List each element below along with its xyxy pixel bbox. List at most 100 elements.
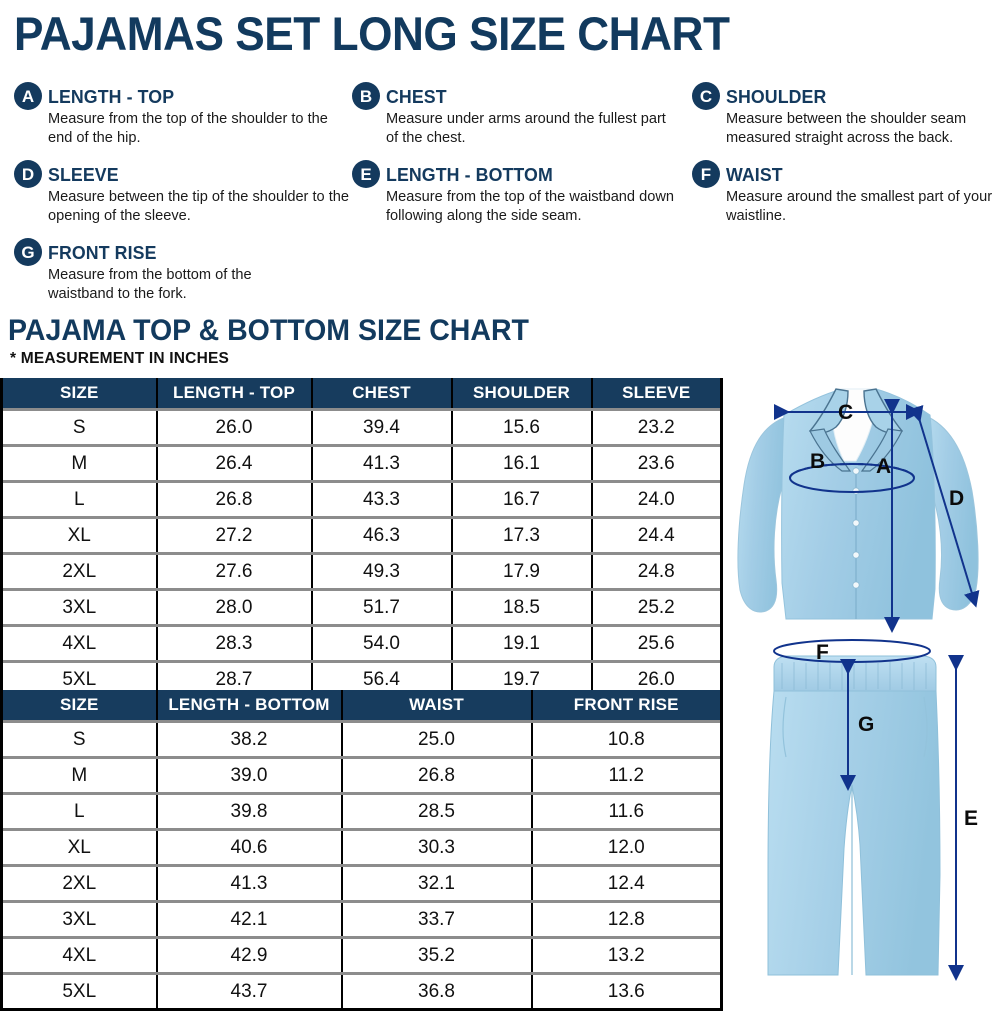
legend-desc-c: Measure between the shoulder seam measur… (726, 111, 967, 147)
cell-size: L (0, 480, 158, 518)
cell-value: 12.0 (530, 828, 723, 866)
cell-value: 54.0 (310, 624, 453, 662)
cell-value: 38.2 (155, 720, 343, 758)
legend-title-f: WAIST (726, 164, 783, 185)
cell-value: 17.3 (450, 516, 593, 554)
cell-value: 13.6 (530, 972, 723, 1011)
column-header-waist: WAIST (340, 690, 533, 722)
table-body: S 26.0 39.4 15.6 23.2 M 26.4 41.3 16.1 23.6 L 26.8 4… (0, 408, 723, 699)
bottom-measurement-arrows (773, 639, 964, 981)
cell-value: 41.3 (310, 444, 453, 482)
table-row: 3XL 42.1 33.7 12.8 (0, 900, 723, 938)
badge-g-icon: G (14, 238, 42, 266)
cell-value: 33.7 (340, 900, 533, 938)
cell-value: 32.1 (340, 864, 533, 902)
cell-size: 5XL (0, 972, 158, 1011)
cell-size: 4XL (0, 936, 158, 974)
table-row: L 39.8 28.5 11.6 (0, 792, 723, 830)
cell-value: 10.8 (530, 720, 723, 758)
cell-value: 36.8 (340, 972, 533, 1011)
legend-desc-f: Measure around the smallest part of your… (726, 189, 993, 225)
cell-value: 42.9 (155, 936, 343, 974)
cell-value: 35.2 (340, 936, 533, 974)
badge-c-icon: C (692, 82, 720, 110)
column-header-length-bottom: LENGTH - BOTTOM (155, 690, 343, 722)
legend-title-g: FRONT RISE (48, 242, 157, 263)
cell-size: XL (0, 516, 158, 554)
cell-value: 11.2 (530, 756, 723, 794)
marker-e-label: E (964, 807, 978, 830)
table-row: 2XL 41.3 32.1 12.4 (0, 864, 723, 902)
column-header-length-top: LENGTH - TOP (155, 378, 313, 410)
table-row: 2XL 27.6 49.3 17.9 24.8 (0, 552, 723, 590)
badge-a-icon: A (14, 82, 42, 110)
cell-value: 40.6 (155, 828, 343, 866)
cell-value: 24.0 (590, 480, 723, 518)
table-row: 4XL 42.9 35.2 13.2 (0, 936, 723, 974)
legend-desc-e: Measure from the top of the waistband do… (386, 189, 674, 225)
cell-size: 3XL (0, 588, 158, 626)
cell-value: 43.7 (155, 972, 343, 1011)
measurement-legend: A LENGTH - TOP Measure from the top of t… (0, 78, 1000, 308)
cell-value: 26.8 (340, 756, 533, 794)
cell-value: 28.5 (340, 792, 533, 830)
table-body: S 38.2 25.0 10.8 M 39.0 26.8 11.2 L 39.8 28.5 11.6 X… (0, 720, 723, 1011)
cell-value: 19.1 (450, 624, 593, 662)
cell-value: 25.6 (590, 624, 723, 662)
cell-size: M (0, 756, 158, 794)
cell-size: XL (0, 828, 158, 866)
legend-title-d: SLEEVE (48, 164, 119, 185)
section-title: PAJAMA TOP & BOTTOM SIZE CHART (8, 314, 529, 347)
cell-value: 46.3 (310, 516, 453, 554)
cell-value: 16.1 (450, 444, 593, 482)
pajama-bottom-size-table: SIZE LENGTH - BOTTOM WAIST FRONT RISE S 38.2… (0, 690, 723, 1011)
cell-value: 51.7 (310, 588, 453, 626)
top-measurement-arrows (774, 399, 980, 633)
cell-value: 43.3 (310, 480, 453, 518)
table-row: 3XL 28.0 51.7 18.5 25.2 (0, 588, 723, 626)
table-header-row: SIZE LENGTH - TOP CHEST SHOULDER SLEEVE (0, 378, 723, 410)
cell-value: 42.1 (155, 900, 343, 938)
cell-size: 4XL (0, 624, 158, 662)
cell-value: 18.5 (450, 588, 593, 626)
table-row: 4XL 28.3 54.0 19.1 25.6 (0, 624, 723, 662)
legend-desc-a: Measure from the top of the shoulder to … (48, 111, 328, 147)
cell-value: 23.6 (590, 444, 723, 482)
cell-value: 24.4 (590, 516, 723, 554)
legend-desc-d: Measure between the tip of the shoulder … (48, 189, 349, 225)
cell-value: 26.8 (155, 480, 313, 518)
badge-d-icon: D (14, 160, 42, 188)
cell-value: 11.6 (530, 792, 723, 830)
cell-value: 41.3 (155, 864, 343, 902)
cell-value: 27.2 (155, 516, 313, 554)
table-row: M 26.4 41.3 16.1 23.6 (0, 444, 723, 482)
badge-e-icon: E (352, 160, 380, 188)
pajama-top-drawing (737, 388, 979, 620)
table-row: XL 27.2 46.3 17.3 24.4 (0, 516, 723, 554)
page-title: PAJAMAS SET LONG SIZE CHART (14, 7, 730, 60)
legend-desc-b: Measure under arms around the fullest pa… (386, 111, 666, 147)
cell-size: 2XL (0, 864, 158, 902)
cell-value: 13.2 (530, 936, 723, 974)
badge-f-icon: F (692, 160, 720, 188)
cell-value: 26.0 (155, 408, 313, 446)
table-row: S 38.2 25.0 10.8 (0, 720, 723, 758)
marker-g-label: G (858, 713, 874, 736)
marker-d-label: D (949, 487, 964, 510)
marker-c-label: C (838, 401, 853, 424)
cell-value: 39.0 (155, 756, 343, 794)
table-row: S 26.0 39.4 15.6 23.2 (0, 408, 723, 446)
column-header-size: SIZE (0, 378, 158, 410)
cell-value: 24.8 (590, 552, 723, 590)
measurement-unit-note: * MEASUREMENT IN INCHES (10, 350, 230, 367)
cell-value: 28.0 (155, 588, 313, 626)
cell-size: S (0, 720, 158, 758)
pajama-bottom-drawing (767, 655, 941, 976)
table-row: XL 40.6 30.3 12.0 (0, 828, 723, 866)
cell-size: S (0, 408, 158, 446)
cell-size: 2XL (0, 552, 158, 590)
table-header-row: SIZE LENGTH - BOTTOM WAIST FRONT RISE (0, 690, 723, 722)
cell-value: 16.7 (450, 480, 593, 518)
table-row: 5XL 43.7 36.8 13.6 (0, 972, 723, 1011)
